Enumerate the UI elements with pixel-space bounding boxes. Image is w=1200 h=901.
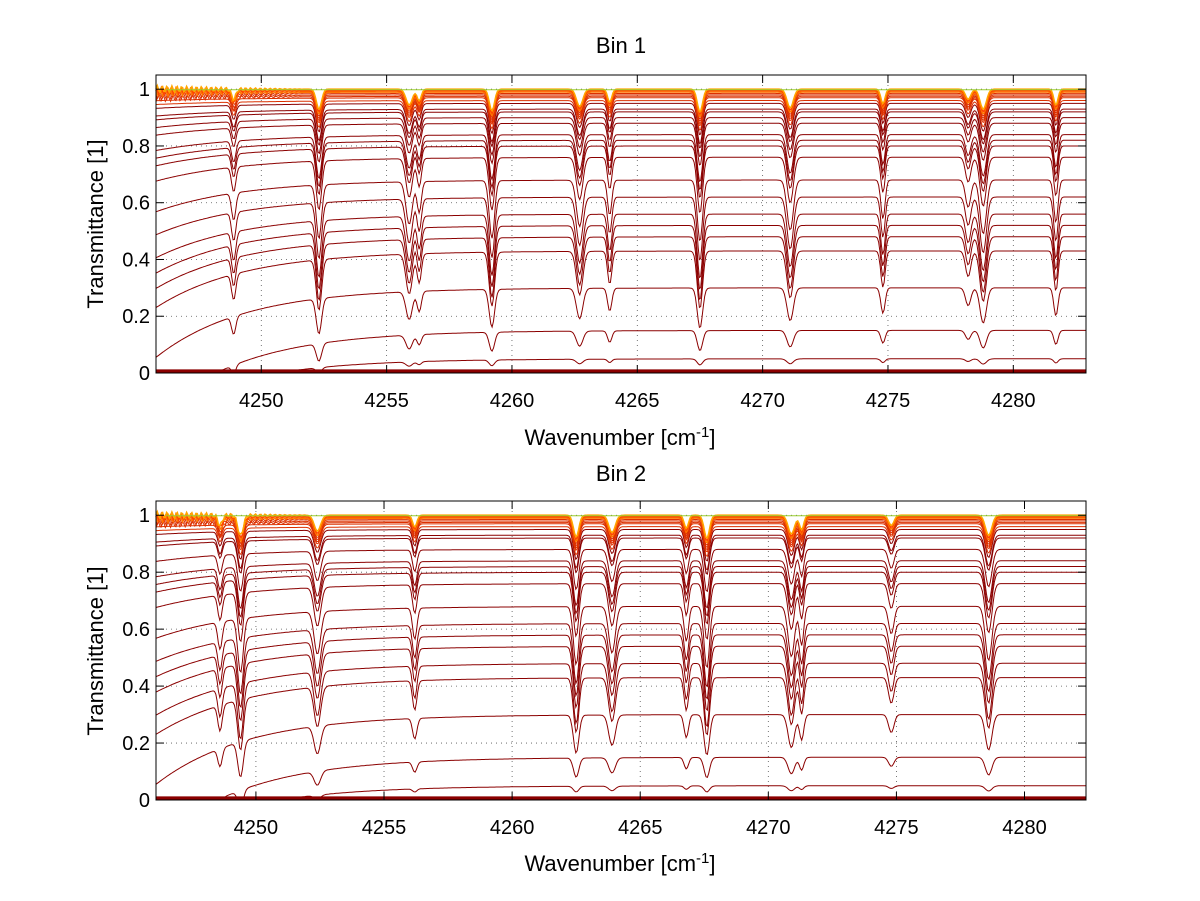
series-line xyxy=(155,145,1086,198)
x-tick-label: 4255 xyxy=(362,817,407,839)
series-line xyxy=(155,224,1086,290)
series-line xyxy=(155,134,1086,183)
series-line xyxy=(155,92,1086,122)
plot-frame xyxy=(155,74,1087,374)
series-line xyxy=(155,213,1086,279)
x-tick-label: 4275 xyxy=(866,390,911,412)
series-group xyxy=(155,509,1086,800)
y-axis-label: Transmittance [1] xyxy=(83,566,108,735)
chart-panel-bin-2: Bin 2 4250 4255 4260 4265 4270 4275 4280 0 0.2 0.… xyxy=(83,461,1087,877)
y-tick-label: 0.2 xyxy=(122,306,150,328)
series-line xyxy=(155,534,1086,571)
x-tick-label: 4250 xyxy=(234,817,279,839)
series-line xyxy=(155,537,1086,575)
series-line xyxy=(156,100,1086,131)
chart-title: Bin 1 xyxy=(596,33,646,58)
series-line xyxy=(155,605,1086,674)
series-line xyxy=(155,179,1086,242)
series-line xyxy=(155,287,1086,358)
y-axis-label: Transmittance [1] xyxy=(83,139,108,308)
series-line xyxy=(155,236,1086,302)
x-tick-label: 4265 xyxy=(618,817,663,839)
x-axis-label: Wavenumber [cm-1] xyxy=(524,424,715,451)
y-tick-label: 0.6 xyxy=(122,193,150,215)
series-line xyxy=(155,583,1086,643)
x-tick-label: 4255 xyxy=(364,390,409,412)
series-line xyxy=(155,523,1086,553)
series-line xyxy=(156,526,1086,558)
x-tick-label: 4270 xyxy=(740,390,785,412)
x-tick-label: 4270 xyxy=(746,817,791,839)
series-line xyxy=(155,97,1086,127)
x-tick-label: 4280 xyxy=(991,390,1036,412)
chart-panel-bin-1: Bin 1 4250 4255 4260 4265 4270 4275 4280 0 0.2 0.… xyxy=(83,33,1087,451)
series-line xyxy=(155,513,1086,544)
series-line xyxy=(155,566,1086,618)
series-line xyxy=(155,560,1086,610)
y-tick-label: 0.4 xyxy=(122,676,150,698)
y-tick-label: 0.8 xyxy=(122,136,150,158)
y-tick-label: 1 xyxy=(139,505,150,527)
ticks: 4250 4255 4260 4265 4270 4275 4280 0 0.2 0.4 0.6 0.… xyxy=(122,501,1086,839)
series-line xyxy=(155,511,1086,542)
series-line xyxy=(155,714,1086,785)
series-line xyxy=(155,122,1086,166)
series-line xyxy=(155,93,1086,124)
series-line xyxy=(155,85,1086,116)
series-line xyxy=(155,196,1086,261)
series-line xyxy=(156,756,1086,800)
series-line xyxy=(155,139,1086,190)
series-line xyxy=(155,645,1086,722)
x-tick-label: 4250 xyxy=(239,390,284,412)
x-tick-label: 4275 xyxy=(874,817,919,839)
x-tick-label: 4260 xyxy=(490,817,535,839)
x-tick-label: 4280 xyxy=(1002,817,1047,839)
series-line xyxy=(155,156,1086,213)
y-tick-label: 0 xyxy=(139,363,150,385)
series-line xyxy=(155,571,1086,627)
x-tick-label: 4265 xyxy=(615,390,660,412)
series-line xyxy=(155,108,1086,145)
series-line xyxy=(155,634,1086,709)
series-group xyxy=(155,83,1086,373)
series-line xyxy=(156,358,1086,373)
series-line xyxy=(155,516,1086,546)
y-tick-label: 0.6 xyxy=(122,619,150,641)
grid xyxy=(156,501,1086,801)
plot-frame xyxy=(155,500,1087,801)
series-line xyxy=(155,87,1086,118)
series-line xyxy=(155,117,1086,158)
series-line xyxy=(156,329,1086,373)
x-axis-label: Wavenumber [cm-1] xyxy=(524,850,715,877)
series-line xyxy=(155,250,1086,311)
series-line xyxy=(155,111,1086,149)
y-tick-label: 0.2 xyxy=(122,733,150,755)
chart-title: Bin 2 xyxy=(596,461,646,486)
series-line xyxy=(155,529,1086,562)
y-tick-label: 0.4 xyxy=(122,249,150,271)
series-line xyxy=(155,90,1086,120)
series-line xyxy=(156,102,1086,136)
x-tick-label: 4260 xyxy=(490,390,535,412)
ticks: 4250 4255 4260 4265 4270 4275 4280 0 0.2 0.4 0.6 0.… xyxy=(122,75,1086,412)
y-tick-label: 0.8 xyxy=(122,562,150,584)
series-line xyxy=(155,677,1086,751)
series-line xyxy=(155,548,1086,593)
series-line xyxy=(155,520,1086,551)
y-tick-label: 0 xyxy=(139,790,150,812)
series-line xyxy=(155,662,1086,740)
y-tick-label: 1 xyxy=(139,79,150,101)
series-line xyxy=(155,518,1086,548)
series-line xyxy=(155,622,1086,695)
